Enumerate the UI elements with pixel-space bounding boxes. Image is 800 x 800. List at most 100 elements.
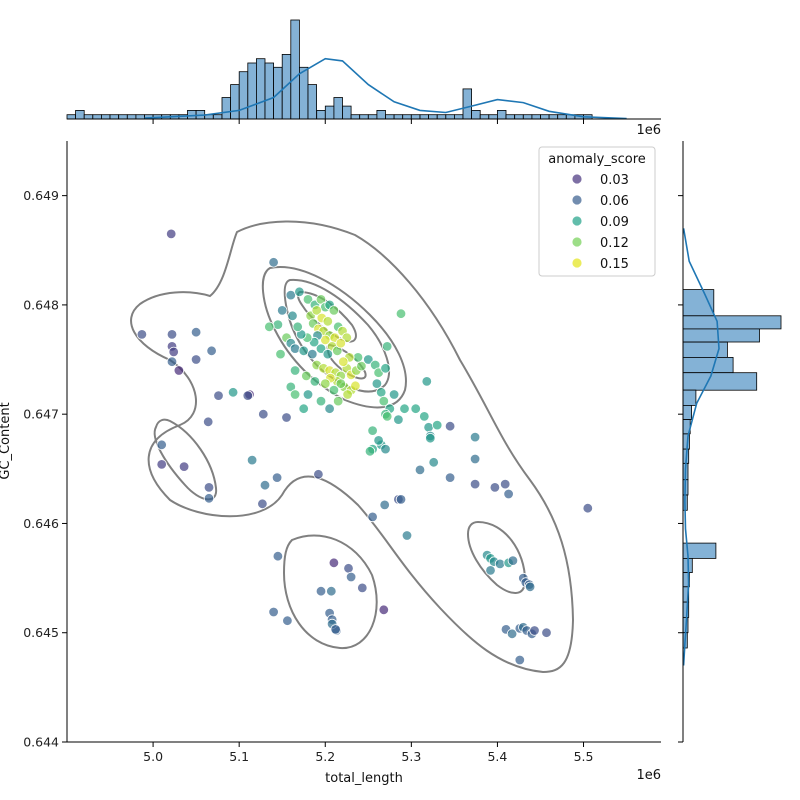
scatter-point: [311, 305, 322, 316]
legend-title: anomaly_score: [548, 152, 646, 167]
scatter-point: [335, 338, 347, 349]
scatter-point: [342, 389, 353, 400]
scatter-point: [178, 461, 190, 472]
y-tick-label: 0.648: [23, 297, 59, 312]
x-tick-label: 5.5: [574, 749, 594, 764]
right-marginal-ticks: [678, 195, 683, 743]
top-hist-bar: [385, 114, 395, 120]
top-hist-bar: [445, 114, 455, 120]
top-hist-bar: [298, 66, 309, 120]
legend-label: 0.15: [600, 257, 629, 272]
scatter-point: [298, 345, 309, 357]
scatter-point: [345, 571, 357, 583]
scatter-point: [328, 384, 340, 396]
top-hist-bar: [290, 19, 300, 120]
scatter-point: [378, 395, 390, 407]
top-hist-bar: [453, 114, 464, 120]
scatter-point: [343, 563, 354, 574]
scatter-point: [173, 365, 185, 376]
scatter-point: [335, 378, 347, 389]
scatter-point: [380, 363, 391, 374]
scatter-point: [298, 403, 309, 414]
top-hist-bar: [135, 114, 145, 120]
scatter-point: [203, 482, 215, 493]
y-axis-ticks: 0.644 0.645 0.646 0.647 0.648 0.649: [23, 188, 67, 750]
top-hist-bar: [531, 114, 541, 120]
top-hist-bar: [316, 110, 326, 120]
scatter-point: [395, 494, 407, 505]
legend-label: 0.06: [600, 194, 629, 209]
legend-label: 0.12: [600, 236, 629, 251]
scatter-point: [322, 348, 334, 360]
top-hist-bar: [522, 114, 533, 120]
top-hist-bar: [376, 110, 386, 120]
top-hist-bar: [548, 114, 559, 120]
scatter-point: [428, 457, 439, 468]
right-hist-bar: [682, 389, 697, 406]
scatter-point: [350, 380, 361, 392]
scatter-point: [302, 294, 314, 305]
scatter-point: [371, 378, 383, 389]
scatter-point: [469, 453, 481, 465]
scatter-point: [529, 625, 540, 636]
scatter-point: [444, 421, 456, 432]
scatter-point: [156, 459, 167, 470]
scatter-point: [432, 419, 443, 431]
top-hist-bar: [496, 110, 507, 120]
scatter-point: [136, 329, 148, 340]
top-hist-bar: [367, 114, 378, 120]
scatter-point: [259, 480, 271, 491]
legend-marker: [571, 194, 583, 206]
top-hist-bar: [393, 114, 404, 120]
scatter-point: [401, 530, 413, 541]
top-hist-bar: [436, 114, 447, 120]
top-hist-bar: [238, 71, 249, 120]
top-hist-bar: [333, 97, 343, 120]
scatter-point: [246, 454, 258, 466]
legend-label: 0.03: [600, 173, 629, 188]
scatter-point: [313, 469, 324, 480]
scatter-point: [541, 627, 552, 638]
top-hist-bar: [66, 114, 77, 120]
scatter-point: [469, 431, 481, 443]
scatter-point: [399, 403, 410, 414]
top-hist-bar: [462, 88, 473, 120]
scatter-point: [503, 488, 514, 500]
scatter-point: [333, 395, 344, 407]
top-hist-bar: [118, 114, 128, 120]
scatter-point: [363, 354, 374, 365]
scatter-point: [419, 411, 430, 422]
scatter-point: [380, 443, 391, 455]
top-kde-line: [144, 57, 627, 120]
scatter-point: [156, 439, 167, 451]
top-hist-bar: [109, 114, 120, 120]
scatter-point: [272, 551, 284, 562]
scatter-point: [166, 356, 178, 367]
scatter-point: [352, 352, 364, 363]
scatter-point: [268, 257, 279, 268]
main-scatter-plot: [130, 220, 594, 674]
scatter-point: [206, 345, 217, 357]
y-tick-label: 0.646: [23, 516, 59, 531]
right-hist-bar: [682, 328, 760, 343]
scatter-point: [281, 412, 292, 423]
scatter-point: [292, 321, 303, 333]
top-hist-bar: [307, 84, 318, 120]
scatter-point: [367, 511, 378, 523]
scatter-point: [285, 289, 297, 301]
scatter-point: [500, 478, 511, 490]
top-hist-bar: [92, 114, 102, 120]
scatter-point: [271, 472, 283, 483]
kde-contour-lower-right: [466, 520, 527, 594]
x-axis-label: total_length: [325, 771, 403, 786]
top-hist-bar: [230, 84, 240, 120]
scatter-point: [410, 403, 421, 414]
legend: anomaly_score 0.03 0.06 0.09 0.12 0.15: [538, 146, 656, 277]
kde-contour-outer-main: [130, 220, 575, 674]
legend-marker: [571, 257, 583, 269]
top-hist-bar: [557, 114, 567, 120]
scatter-point: [506, 628, 518, 640]
scatter-point: [213, 390, 224, 401]
x-tick-label: 5.0: [143, 749, 163, 764]
scatter-point: [202, 416, 214, 428]
